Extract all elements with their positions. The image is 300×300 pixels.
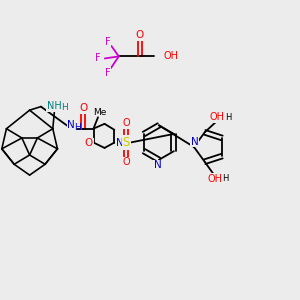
Text: N: N [116, 138, 124, 148]
Text: F: F [105, 38, 111, 47]
Text: O: O [85, 138, 93, 148]
Text: H: H [225, 113, 231, 122]
Text: F: F [95, 53, 101, 63]
Text: NH: NH [47, 101, 62, 111]
Text: OH: OH [210, 112, 225, 122]
Text: N: N [191, 137, 199, 147]
Text: OH: OH [164, 51, 179, 62]
Text: H: H [61, 103, 68, 112]
Text: OH: OH [208, 174, 223, 184]
Text: O: O [136, 30, 144, 40]
Text: N: N [68, 120, 75, 130]
Text: O: O [122, 118, 130, 128]
Text: O: O [79, 103, 87, 113]
Text: H: H [74, 123, 81, 132]
Text: O: O [122, 157, 130, 167]
Text: N: N [154, 160, 161, 170]
Text: F: F [105, 68, 111, 78]
Text: Me: Me [93, 108, 106, 117]
Text: H: H [222, 175, 229, 184]
Text: S: S [122, 136, 130, 149]
